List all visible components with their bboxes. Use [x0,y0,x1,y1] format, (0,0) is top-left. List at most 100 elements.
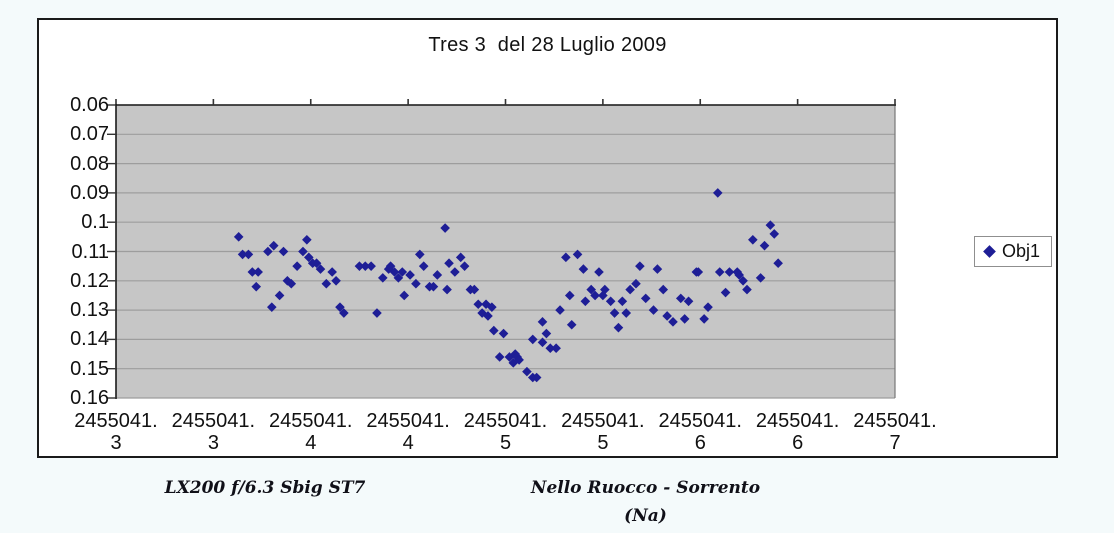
data-point [251,281,262,292]
data-point [302,234,312,245]
x-tick-label-line2: 5 [499,432,512,454]
data-point [411,278,421,289]
x-tick-label-line2: 7 [889,432,901,454]
x-tick-label-line2: 4 [305,432,317,454]
data-point [658,284,669,295]
x-tick-label: 2455041. 5 [457,410,555,454]
data-point [555,305,565,315]
data-point [233,232,244,242]
x-tick-label-line2: 6 [694,432,706,454]
y-tick-label: 0.08 [70,152,109,175]
data-point [734,270,744,280]
data-point [399,290,410,301]
data-point [304,252,314,263]
data-point [773,258,783,269]
data-point [389,267,400,277]
legend: Obj1 [974,236,1052,267]
data-point [537,337,548,348]
data-point [405,270,415,280]
x-tick-label-line1: 2455041. [171,410,256,432]
data-point [522,366,532,377]
data-point [580,296,591,307]
data-point [366,261,376,271]
data-point [489,325,499,336]
data-point [537,317,548,327]
data-point [617,296,628,307]
data-point [327,267,337,277]
y-tick-label: 0.16 [70,387,109,409]
data-point [724,267,735,277]
data-point [514,355,524,365]
y-tick-label: 0.13 [70,299,109,322]
data-point [738,276,748,286]
data-point [668,317,678,327]
data-point [393,273,404,283]
x-tick-label: 2455041. 5 [554,410,652,454]
data-point [444,258,454,269]
data-point [498,328,509,339]
data-point [385,261,396,271]
data-point [282,276,293,286]
x-tick-label-line1: 2455041. [853,410,937,432]
data-point [268,240,279,251]
data-point [432,270,443,280]
x-tick-label: 2455041. 6 [651,410,749,454]
data-point [315,264,326,274]
data-point [360,261,371,271]
data-point [247,267,258,277]
data-point [545,343,556,353]
y-tick-label: 0.14 [70,328,109,351]
data-point [321,278,332,289]
x-tick-label-line1: 2455041. [366,410,450,432]
data-point [586,284,596,295]
data-point [481,299,491,310]
data-point [459,261,470,271]
x-tick-label: 2455041. 3 [164,410,262,454]
data-point [504,352,515,362]
data-point [292,261,302,271]
data-point [278,246,289,257]
data-point [648,305,659,315]
data-point [455,252,466,263]
data-point [551,343,561,353]
data-point [693,267,704,277]
data-point [383,264,394,274]
data-point [578,264,589,274]
x-tick-label-line1: 2455041. [658,410,742,432]
data-point [415,249,425,260]
data-point [699,314,709,324]
data-point [298,246,308,257]
data-point [354,261,365,271]
data-point [683,296,694,307]
data-point [541,328,552,339]
scatter-plot [107,99,896,399]
legend-series-label: Obj1 [1002,241,1041,261]
data-point [253,267,263,277]
data-point [566,319,577,330]
x-tick-label: 2455041. 4 [262,410,360,454]
data-point [625,284,635,295]
data-point [561,252,571,263]
data-point [450,267,460,277]
x-tick-label-line2: 3 [110,432,122,454]
data-point [311,258,322,269]
data-point [564,290,575,301]
data-point [442,284,452,295]
x-tick-label-line2: 4 [402,432,414,454]
data-point [473,299,484,310]
x-tick-label-line1: 2455041. [561,410,645,432]
data-point [331,276,341,286]
x-tick-label-line2: 3 [207,432,219,454]
data-point [714,267,725,277]
data-point [487,302,497,312]
x-tick-label-line2: 5 [597,432,609,454]
data-point [267,302,277,312]
x-tick-label: 2455041. 3 [67,410,165,454]
data-point [572,249,583,260]
data-point [712,188,723,198]
data-point [378,273,388,283]
data-point [662,311,672,321]
data-point [397,267,408,277]
data-point [679,314,690,324]
